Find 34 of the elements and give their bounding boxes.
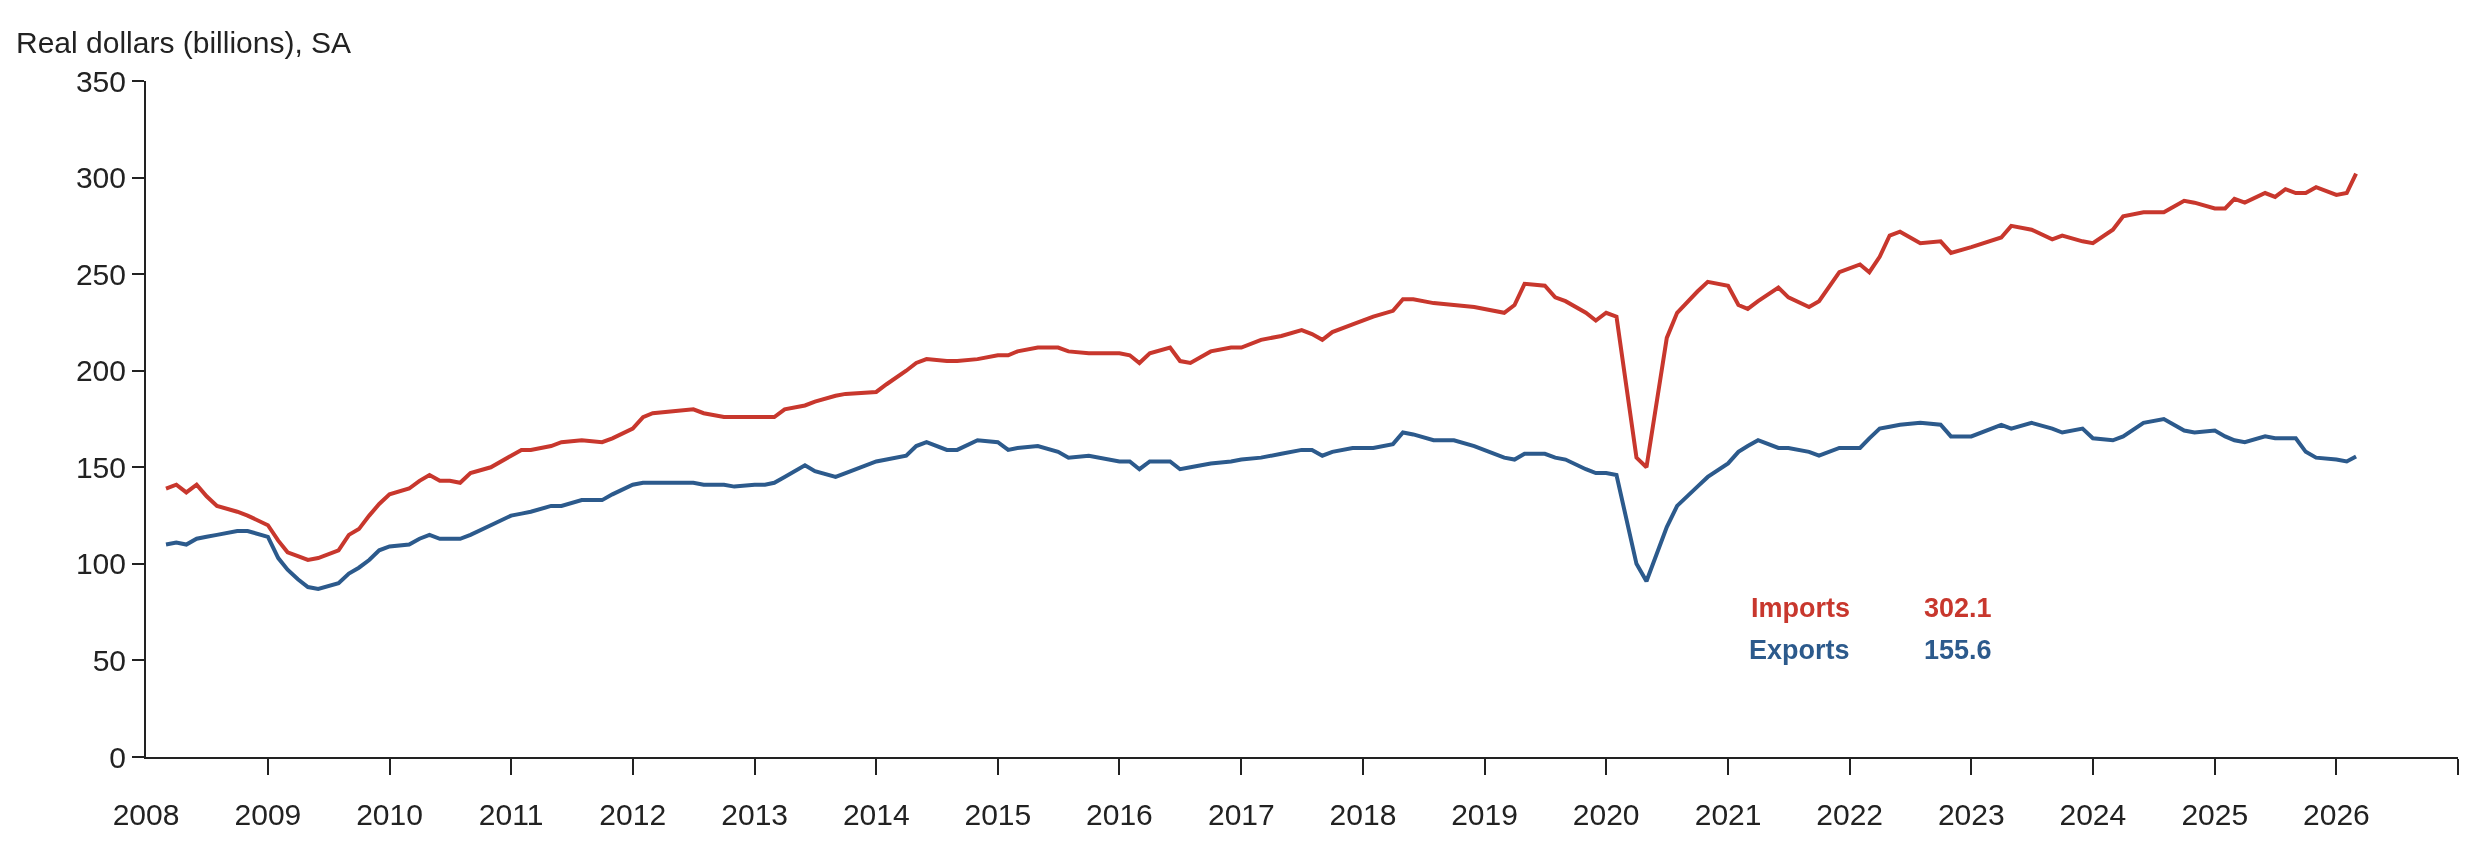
x-tick-label: 2019 (1451, 798, 1518, 831)
y-tick-label: 100 (75, 547, 126, 581)
x-tick-label: 2012 (599, 798, 667, 831)
y-tick-label: 150 (75, 450, 126, 484)
y-tick-label: 300 (75, 161, 126, 195)
x-tick-label: 2010 (356, 798, 423, 831)
x-tick-label: 2008 (112, 798, 180, 831)
line-series (163, 171, 2359, 562)
x-tick-label: 2017 (1207, 798, 1275, 831)
x-tick-label: 2020 (1572, 798, 1640, 831)
x-tick-label: 2022 (1816, 798, 1884, 831)
text: Imports (1751, 593, 1851, 623)
y-tick-label: 0 (109, 740, 126, 774)
x-tick-label: 2018 (1329, 798, 1397, 831)
x-tick-label: 2011 (478, 798, 544, 831)
y-tick-label: 200 (75, 354, 126, 388)
annotation: 302.1 (1924, 593, 1992, 623)
y-tick-label: 50 (92, 643, 126, 677)
x-tick-label: 2013 (721, 798, 789, 831)
x-tick-label: 2014 (842, 798, 910, 831)
x-tick-label: 2009 (234, 798, 302, 831)
x-tick-label: 2015 (964, 798, 1032, 831)
x-tick-label: 2026 (2303, 798, 2370, 831)
y-tick-label: 250 (75, 257, 126, 291)
x-tick-label: 2023 (1937, 798, 2005, 831)
x-tick-label: 2016 (1086, 798, 1153, 831)
annotation: 155.6 (1924, 635, 1992, 665)
y-tick-label: 350 (75, 64, 126, 98)
y-axis-title: Real dollars (billions), SA (16, 26, 352, 59)
line-series (163, 417, 2359, 591)
x-tick-label: 2025 (2181, 798, 2249, 831)
x-tick-label: 2021 (1694, 798, 1762, 831)
x-tick-label: 2024 (2059, 798, 2127, 831)
text: Exports (1749, 635, 1850, 665)
